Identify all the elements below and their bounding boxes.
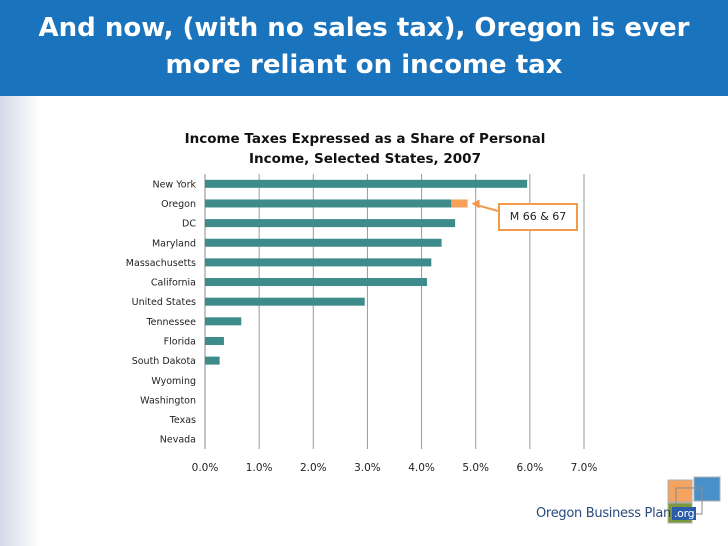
bar (205, 317, 242, 326)
category-label: Wyoming (151, 376, 196, 387)
category-label: California (151, 278, 196, 289)
x-tick-label: 4.0% (408, 462, 435, 474)
chart-title: Income Taxes Expressed as a Share of Per… (150, 129, 580, 169)
category-label: Texas (169, 415, 196, 426)
logo-squares-icon (667, 476, 721, 524)
logo-text: Oregon Business Plan .org (536, 506, 697, 521)
logo-text-org: .org (671, 507, 697, 520)
bar (205, 199, 452, 208)
bar (205, 179, 528, 188)
category-label: Massachusetts (126, 258, 196, 269)
title-banner: And now, (with no sales tax), Oregon is … (0, 0, 728, 96)
chart-category-labels: New York Oregon DC Maryland Massachusetts Cal… (126, 179, 197, 445)
category-label: South Dakota (132, 356, 196, 367)
logo-text-main: Oregon Business Plan (536, 506, 671, 521)
x-tick-label: 2.0% (300, 462, 327, 474)
slide-title: And now, (with no sales tax), Oregon is … (20, 10, 708, 84)
category-label: Washington (140, 395, 196, 406)
category-label: Tennessee (145, 317, 196, 328)
slide-title-line-2: more reliant on income tax (165, 50, 563, 80)
bar (205, 238, 442, 247)
bar-oregon-extra (451, 199, 468, 208)
callout-arrow-head (471, 199, 480, 209)
x-tick-label: 7.0% (571, 462, 598, 474)
x-tick-label: 1.0% (246, 462, 273, 474)
x-tick-label: 5.0% (462, 462, 489, 474)
bar (205, 356, 220, 365)
category-label: Oregon (161, 199, 196, 210)
oregon-measure-callout: M 66 & 67 (498, 203, 578, 231)
x-tick-label: 3.0% (354, 462, 381, 474)
category-label: Nevada (160, 435, 196, 446)
x-tick-label: 0.0% (192, 462, 219, 474)
chart-bars (205, 179, 528, 365)
category-label: Maryland (152, 238, 196, 249)
category-label: New York (152, 179, 196, 190)
category-label: Florida (164, 336, 196, 347)
bar (205, 297, 365, 306)
chart-title-line-1: Income Taxes Expressed as a Share of Per… (184, 131, 546, 147)
category-label: United States (132, 297, 196, 308)
oregon-business-plan-logo: Oregon Business Plan .org (536, 474, 726, 532)
x-tick-label: 6.0% (517, 462, 544, 474)
chart-title-line-2: Income, Selected States, 2007 (249, 151, 481, 167)
bar (205, 219, 456, 228)
bar (205, 278, 427, 287)
slide-title-line-1: And now, (with no sales tax), Oregon is … (38, 13, 690, 43)
chart-x-tick-labels: 0.0% 1.0% 2.0% 3.0% 4.0% 5.0% 6.0% 7.0% (192, 462, 598, 474)
bar (205, 336, 224, 345)
callout-arrow (471, 199, 499, 212)
category-label: DC (182, 219, 196, 230)
left-decorative-gradient (0, 96, 40, 546)
bar (205, 258, 432, 267)
